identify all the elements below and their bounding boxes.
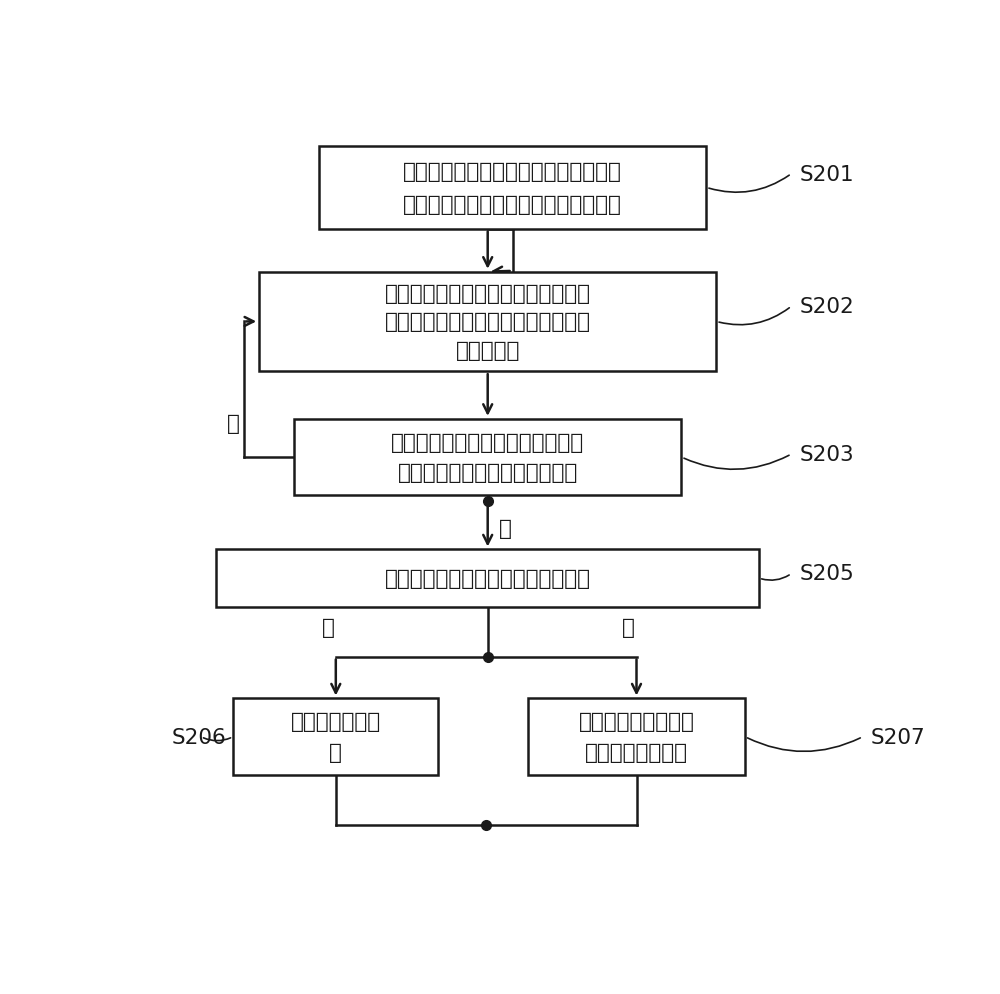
Text: 接收一隔离式开关电源中的同步整流器: 接收一隔离式开关电源中的同步整流器 — [403, 162, 622, 182]
Text: S207: S207 — [871, 727, 925, 746]
Text: 一斜坡电压: 一斜坡电压 — [456, 341, 520, 361]
Text: 产生一导通信号，并: 产生一导通信号，并 — [579, 712, 694, 732]
Text: S203: S203 — [799, 444, 854, 464]
Text: S202: S202 — [799, 297, 854, 317]
Text: 所述斜坡电压是否大于一电压阈值？: 所述斜坡电压是否大于一电压阈值？ — [385, 569, 591, 588]
Text: 同步整流器的第一功率端和第二功: 同步整流器的第一功率端和第二功 — [391, 432, 584, 452]
Text: S205: S205 — [799, 564, 854, 583]
Bar — [319, 147, 706, 230]
Text: 的第一功率端和第二功率端之间的电压: 的第一功率端和第二功率端之间的电压 — [403, 195, 622, 215]
Text: 根据接收到的所述同步整流器的第一: 根据接收到的所述同步整流器的第一 — [385, 283, 591, 304]
Text: 减小所述斜坡电压: 减小所述斜坡电压 — [585, 743, 688, 762]
Bar — [528, 699, 745, 775]
Text: S206: S206 — [172, 727, 226, 746]
Text: 功率端和第二功率端之间的电压产生: 功率端和第二功率端之间的电压产生 — [385, 312, 591, 332]
Bar — [233, 699, 438, 775]
Text: S201: S201 — [799, 164, 854, 184]
Bar — [294, 419, 681, 496]
Bar — [259, 272, 716, 372]
Text: 减小所述斜坡电: 减小所述斜坡电 — [291, 712, 381, 732]
Text: 是: 是 — [499, 519, 512, 539]
Text: 否: 否 — [322, 618, 334, 638]
Bar — [216, 550, 759, 607]
Text: 否: 否 — [227, 414, 240, 433]
Text: 压: 压 — [329, 743, 342, 762]
Text: 率端之间的电压是否开始下降？: 率端之间的电压是否开始下降？ — [398, 463, 578, 483]
Text: 是: 是 — [622, 618, 635, 638]
